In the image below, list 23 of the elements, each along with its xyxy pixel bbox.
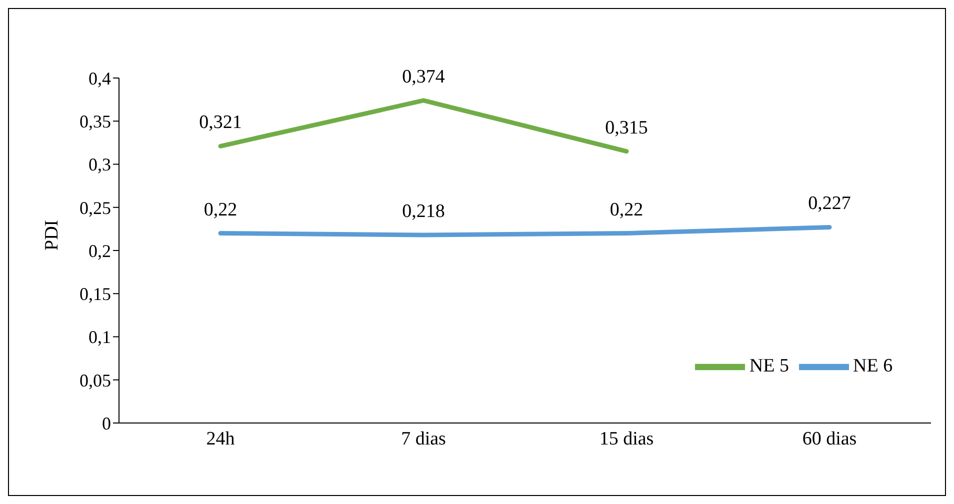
y-tick-label: 0,25 xyxy=(80,198,111,218)
data-label: 0,218 xyxy=(402,200,445,222)
y-tick-label: 0,4 xyxy=(88,68,111,88)
x-tick-label: 15 dias xyxy=(599,428,654,450)
x-tick-label: 24h xyxy=(206,428,236,450)
data-label: 0,321 xyxy=(199,112,242,134)
y-axis-title: PDI xyxy=(42,220,63,250)
y-tick-label: 0,2 xyxy=(88,240,111,261)
y-tick-label: 0,1 xyxy=(88,327,111,348)
y-tick-label: 0,3 xyxy=(88,154,111,175)
data-label: 0,315 xyxy=(605,117,648,138)
y-tick-label: 0,15 xyxy=(80,284,111,304)
data-label: 0,227 xyxy=(808,193,851,214)
legend-label: NE 6 xyxy=(853,355,893,376)
legend-label: NE 5 xyxy=(749,355,789,376)
x-tick-label: 60 dias xyxy=(802,428,857,450)
x-tick-label: 7 dias xyxy=(401,428,446,450)
y-tick-label: 0 xyxy=(102,413,111,434)
data-label: 0,374 xyxy=(402,66,446,88)
y-tick-label: 0,35 xyxy=(80,112,111,132)
y-tick-label: 0,05 xyxy=(80,370,111,390)
data-label: 0,22 xyxy=(610,199,644,220)
data-label: 0,22 xyxy=(204,199,238,220)
